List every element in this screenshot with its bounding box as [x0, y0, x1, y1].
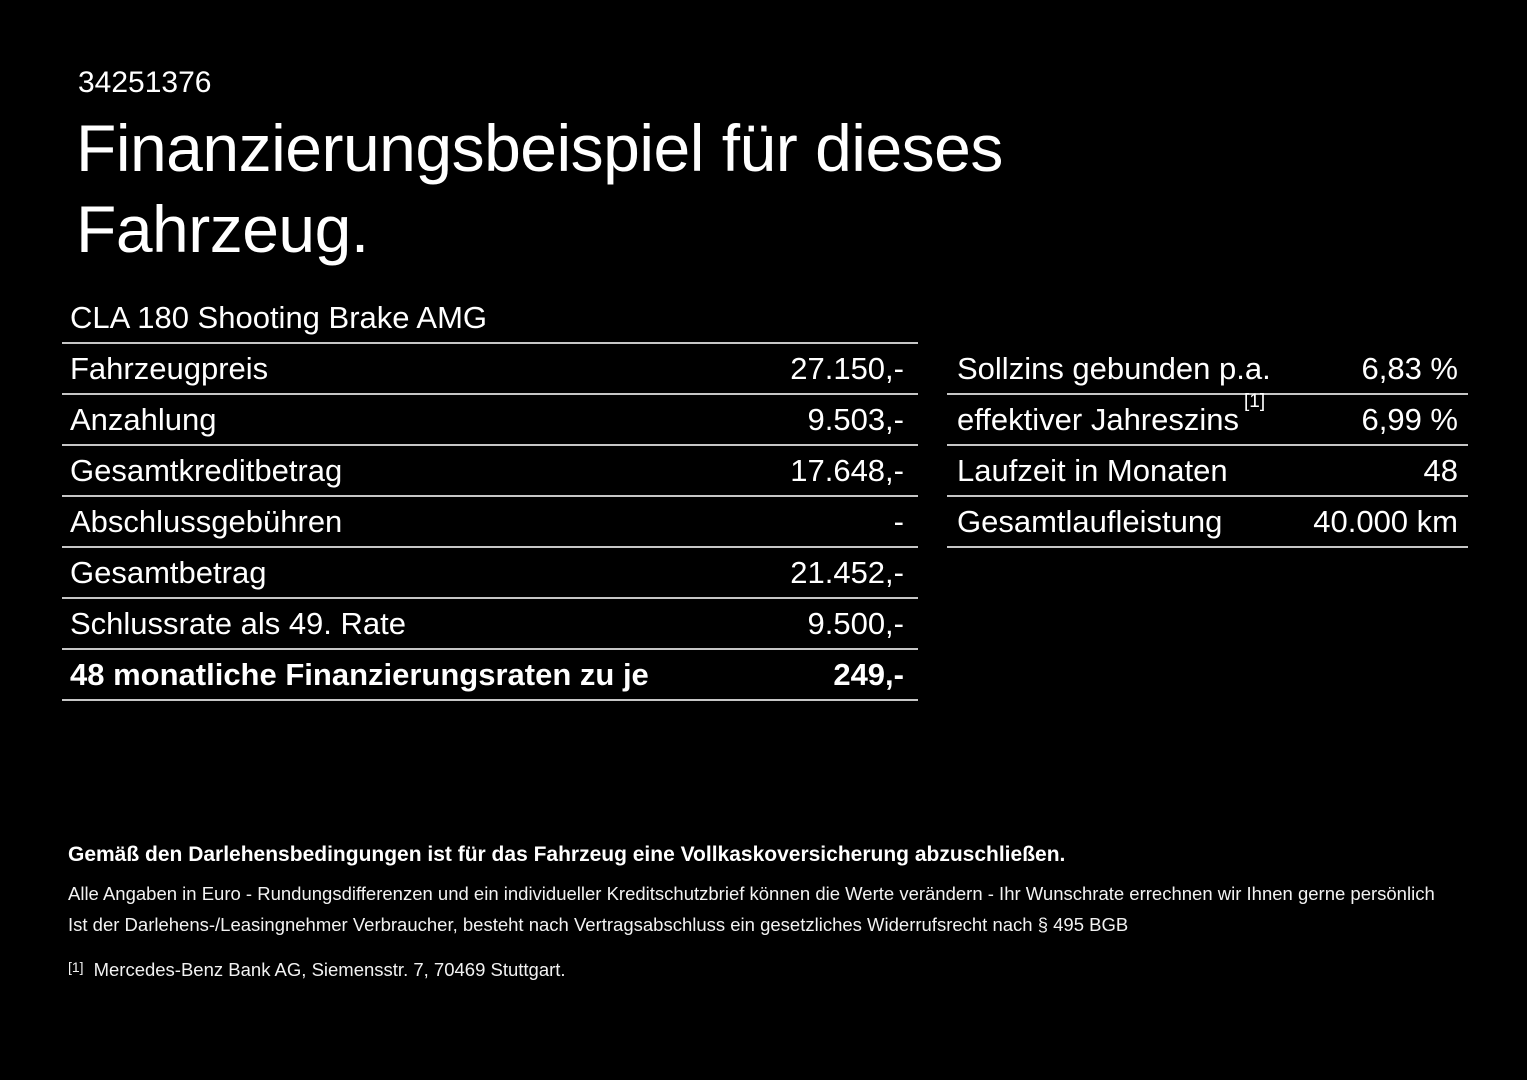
- row-label: Gesamtlaufleistung: [957, 503, 1223, 539]
- row-label: Fahrzeugpreis: [70, 350, 269, 386]
- footnote-text: Mercedes-Benz Bank AG, Siemensstr. 7, 70…: [93, 959, 566, 980]
- row-value: 6,99 %: [1361, 401, 1458, 437]
- row-value: 21.452,-: [790, 554, 904, 590]
- table-row-schlussrate: Schlussrate als 49. Rate 9.500,-: [62, 597, 918, 648]
- withdrawal-right-note: Ist der Darlehens-/Leasingnehmer Verbrau…: [68, 914, 1129, 935]
- row-label: Anzahlung: [70, 401, 217, 437]
- table-row-effektiver-jahreszins: effektiver Jahreszins [1] 6,99 %: [947, 391, 1468, 446]
- vehicle-id: 34251376: [78, 66, 212, 99]
- page-title-line-1: Finanzierungsbeispiel für dieses: [76, 111, 1003, 185]
- row-value: 27.150,-: [790, 350, 904, 386]
- page-title-line-2: Fahrzeug.: [76, 192, 369, 266]
- fine-print-section: Gemäß den Darlehensbedingungen ist für d…: [68, 843, 1508, 985]
- row-value: 40.000 km: [1313, 503, 1458, 539]
- table-row-gesamtkreditbetrag: Gesamtkreditbetrag 17.648,-: [62, 444, 918, 495]
- row-label: 48 monatliche Finanzierungsraten zu je: [70, 656, 649, 692]
- page-title: Finanzierungsbeispiel für dieses Fahrzeu…: [76, 108, 1003, 270]
- row-value: 17.648,-: [790, 452, 904, 488]
- row-value: 249,-: [833, 656, 904, 692]
- row-label-text: effektiver Jahreszins: [957, 401, 1239, 437]
- table-row-abschlussgebuehren: Abschlussgebühren -: [62, 495, 918, 546]
- row-label: Sollzins gebunden p.a.: [957, 350, 1271, 386]
- row-label: Gesamtbetrag: [70, 554, 267, 590]
- conditions-table: Sollzins gebunden p.a. 6,83 % effektiver…: [947, 344, 1468, 548]
- insurance-note: Gemäß den Darlehensbedingungen ist für d…: [68, 843, 1066, 866]
- table-row-gesamtbetrag: Gesamtbetrag 21.452,-: [62, 546, 918, 597]
- row-label: Gesamtkreditbetrag: [70, 452, 343, 488]
- vehicle-name: CLA 180 Shooting Brake AMG: [70, 300, 488, 335]
- financing-table: Fahrzeugpreis 27.150,- Anzahlung 9.503,-…: [62, 342, 918, 701]
- row-value: -: [893, 503, 904, 539]
- row-value: 6,83 %: [1361, 350, 1458, 386]
- row-label: Abschlussgebühren: [70, 503, 343, 539]
- row-label: effektiver Jahreszins [1]: [957, 391, 1265, 438]
- table-row-monatsraten: 48 monatliche Finanzierungsraten zu je 2…: [62, 648, 918, 699]
- table-row-fahrzeugpreis: Fahrzeugpreis 27.150,-: [62, 342, 918, 393]
- footnote-marker: [1]: [68, 959, 84, 975]
- row-value: 9.500,-: [807, 605, 904, 641]
- footnote-reference: [1]: [1244, 391, 1266, 413]
- row-label: Laufzeit in Monaten: [957, 452, 1228, 488]
- table-row-anzahlung: Anzahlung 9.503,-: [62, 393, 918, 444]
- row-label: Schlussrate als 49. Rate: [70, 605, 407, 641]
- row-value: 48: [1423, 452, 1458, 488]
- row-value: 9.503,-: [807, 401, 904, 437]
- footnote-bank: [1] Mercedes-Benz Bank AG, Siemensstr. 7,…: [68, 952, 1508, 985]
- table-row-sollzins: Sollzins gebunden p.a. 6,83 %: [947, 344, 1468, 395]
- table-row-laufzeit: Laufzeit in Monaten 48: [947, 446, 1468, 497]
- table-row-gesamtlaufleistung: Gesamtlaufleistung 40.000 km: [947, 497, 1468, 548]
- euro-rounding-note: Alle Angaben in Euro - Rundungsdifferenz…: [68, 883, 1435, 904]
